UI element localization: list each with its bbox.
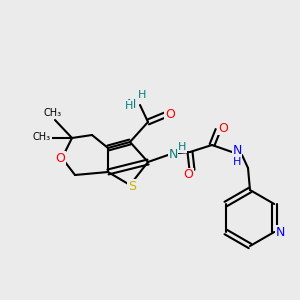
- Text: O: O: [218, 122, 228, 134]
- Text: O: O: [55, 152, 65, 164]
- Text: O: O: [165, 109, 175, 122]
- Text: H: H: [125, 101, 133, 111]
- Text: S: S: [128, 179, 136, 193]
- Text: N: N: [232, 145, 242, 158]
- Text: H: H: [178, 142, 186, 152]
- Text: N: N: [276, 226, 285, 238]
- Text: N: N: [127, 98, 136, 112]
- Text: CH₃: CH₃: [44, 108, 62, 118]
- Text: N: N: [168, 148, 178, 160]
- Text: CH₃: CH₃: [33, 132, 51, 142]
- Text: O: O: [183, 169, 193, 182]
- Text: H: H: [138, 90, 146, 100]
- Text: H: H: [233, 157, 241, 167]
